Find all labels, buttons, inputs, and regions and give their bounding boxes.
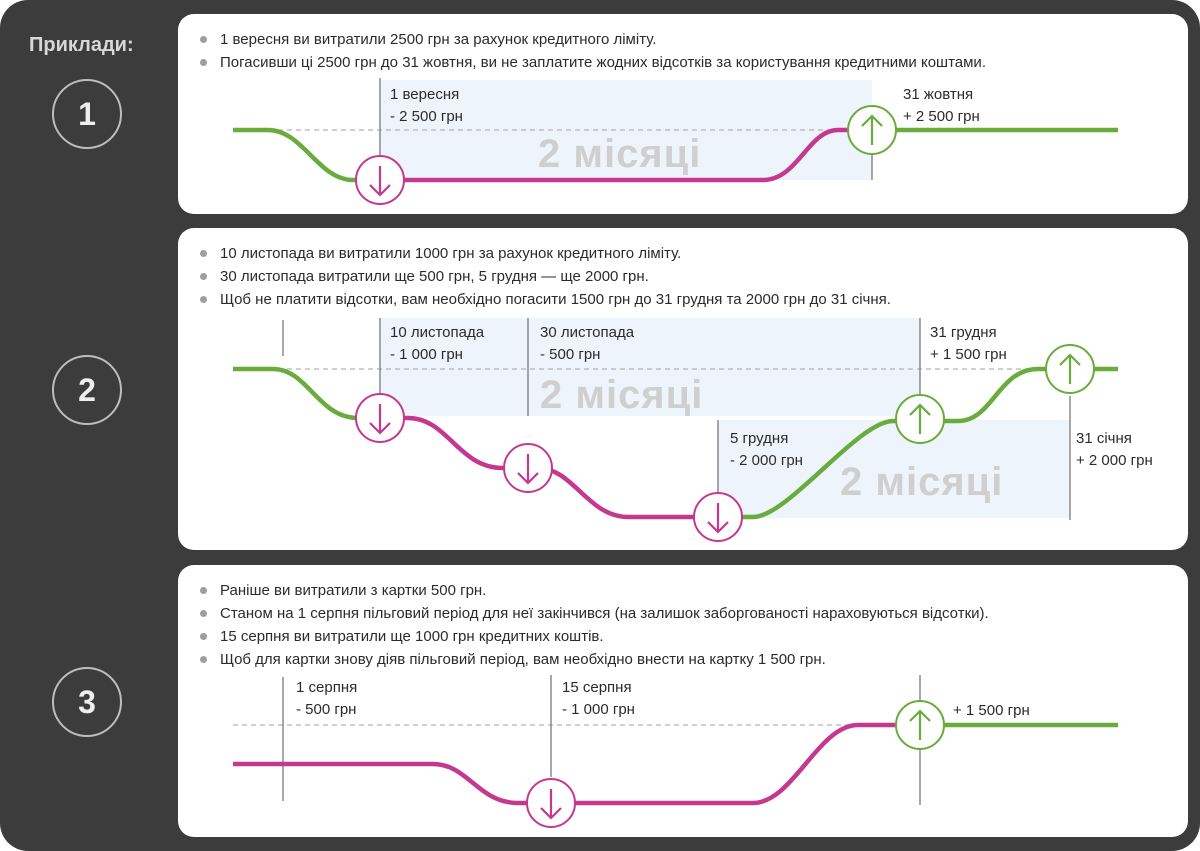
period-label: 2 місяці: [840, 460, 1004, 504]
balance-line-green: [233, 127, 358, 183]
event-label-date: 15 серпня: [562, 679, 632, 696]
bullet-item: Раніше ви витратили з картки 500 грн.: [198, 579, 989, 602]
event-label-date: 31 жовтня: [903, 86, 974, 103]
event-label-amount: - 2 000 грн: [730, 452, 803, 469]
bullet-item: 30 листопада витратили ще 500 грн, 5 гру…: [198, 265, 891, 288]
down-arrow-icon: [503, 443, 553, 493]
down-arrow-icon: [355, 155, 405, 205]
event-label-amount: - 500 грн: [296, 701, 357, 718]
bullet-list: 1 вересня ви витратили 2500 грн за рахун…: [198, 28, 986, 74]
event-label-date: 31 січня: [1076, 430, 1132, 447]
balance-line-green: [233, 366, 359, 421]
bullet-item: 10 листопада ви витратили 1000 грн за ра…: [198, 242, 891, 265]
balance-line-magenta: [233, 722, 896, 806]
bullet-item: Щоб не платити відсотки, вам необхідно п…: [198, 288, 891, 311]
event-label-amount: - 2 500 грн: [390, 108, 463, 125]
bullet-item: Погасивши ці 2500 грн до 31 жовтня, ви н…: [198, 51, 986, 74]
event-label-amount: - 1 000 грн: [390, 346, 463, 363]
event-label-amount: + 1 500 грн: [930, 346, 1007, 363]
down-arrow-icon: [526, 778, 576, 828]
balance-line-magenta: [358, 127, 850, 183]
event-label-amount: + 1 500 грн: [953, 702, 1030, 719]
event-label-date: 10 листопада: [390, 324, 485, 341]
period-label: 2 місяці: [540, 373, 704, 417]
up-arrow-icon: [895, 700, 945, 750]
event-label-date: 30 листопада: [540, 324, 635, 341]
example-number-1: 1: [52, 79, 122, 149]
up-arrow-icon: [895, 394, 945, 444]
event-label-date: 1 серпня: [296, 679, 358, 696]
up-arrow-icon: [847, 105, 897, 155]
timeline-diagram-1: [233, 78, 1118, 205]
example-panel-1: 1 вересня ви витратили 2500 грн за рахун…: [178, 14, 1188, 214]
event-label-date: 31 грудня: [930, 324, 997, 341]
example-number-2: 2: [52, 355, 122, 425]
period-shade: [718, 420, 1070, 518]
event-label-amount: + 2 000 грн: [1076, 452, 1153, 469]
period-label: 2 місяці: [538, 132, 702, 176]
event-label-date: 5 грудня: [730, 430, 789, 447]
bullet-item: Станом на 1 серпня пільговий період для …: [198, 602, 989, 625]
bullet-item: Щоб для картки знову діяв пільговий пері…: [198, 648, 989, 671]
down-arrow-icon: [693, 492, 743, 542]
event-label-amount: - 1 000 грн: [562, 701, 635, 718]
bullet-item: 1 вересня ви витратили 2500 грн за рахун…: [198, 28, 986, 51]
example-panel-2: 10 листопада ви витратили 1000 грн за ра…: [178, 228, 1188, 550]
example-number-3: 3: [52, 667, 122, 737]
example-panel-3: Раніше ви витратили з картки 500 грн. Ст…: [178, 565, 1188, 837]
balance-line-green: [718, 366, 1118, 520]
timeline-diagram-2: [233, 318, 1118, 542]
period-shade: [380, 318, 920, 416]
up-arrow-icon: [1045, 344, 1095, 394]
timeline-diagram-3: [233, 675, 1118, 828]
bullet-list: 10 листопада ви витратили 1000 грн за ра…: [198, 242, 891, 311]
event-label-date: 1 вересня: [390, 86, 460, 103]
bullet-list: Раніше ви витратили з картки 500 грн. Ст…: [198, 579, 989, 671]
side-title: Приклади:: [29, 34, 134, 56]
event-label-amount: + 2 500 грн: [903, 108, 980, 125]
bullet-item: 15 серпня ви витратили ще 1000 грн креди…: [198, 625, 989, 648]
down-arrow-icon: [355, 393, 405, 443]
event-label-amount: - 500 грн: [540, 346, 601, 363]
